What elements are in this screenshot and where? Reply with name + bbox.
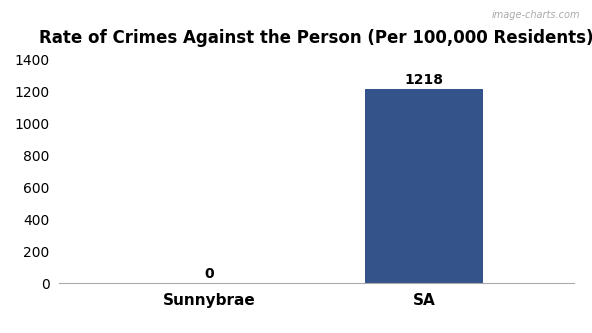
Text: image-charts.com: image-charts.com <box>492 10 580 20</box>
Text: 0: 0 <box>205 267 214 281</box>
Title: Rate of Crimes Against the Person (Per 100,000 Residents): Rate of Crimes Against the Person (Per 1… <box>40 29 592 47</box>
Bar <box>365 89 483 283</box>
Text: 1218: 1218 <box>404 73 443 87</box>
